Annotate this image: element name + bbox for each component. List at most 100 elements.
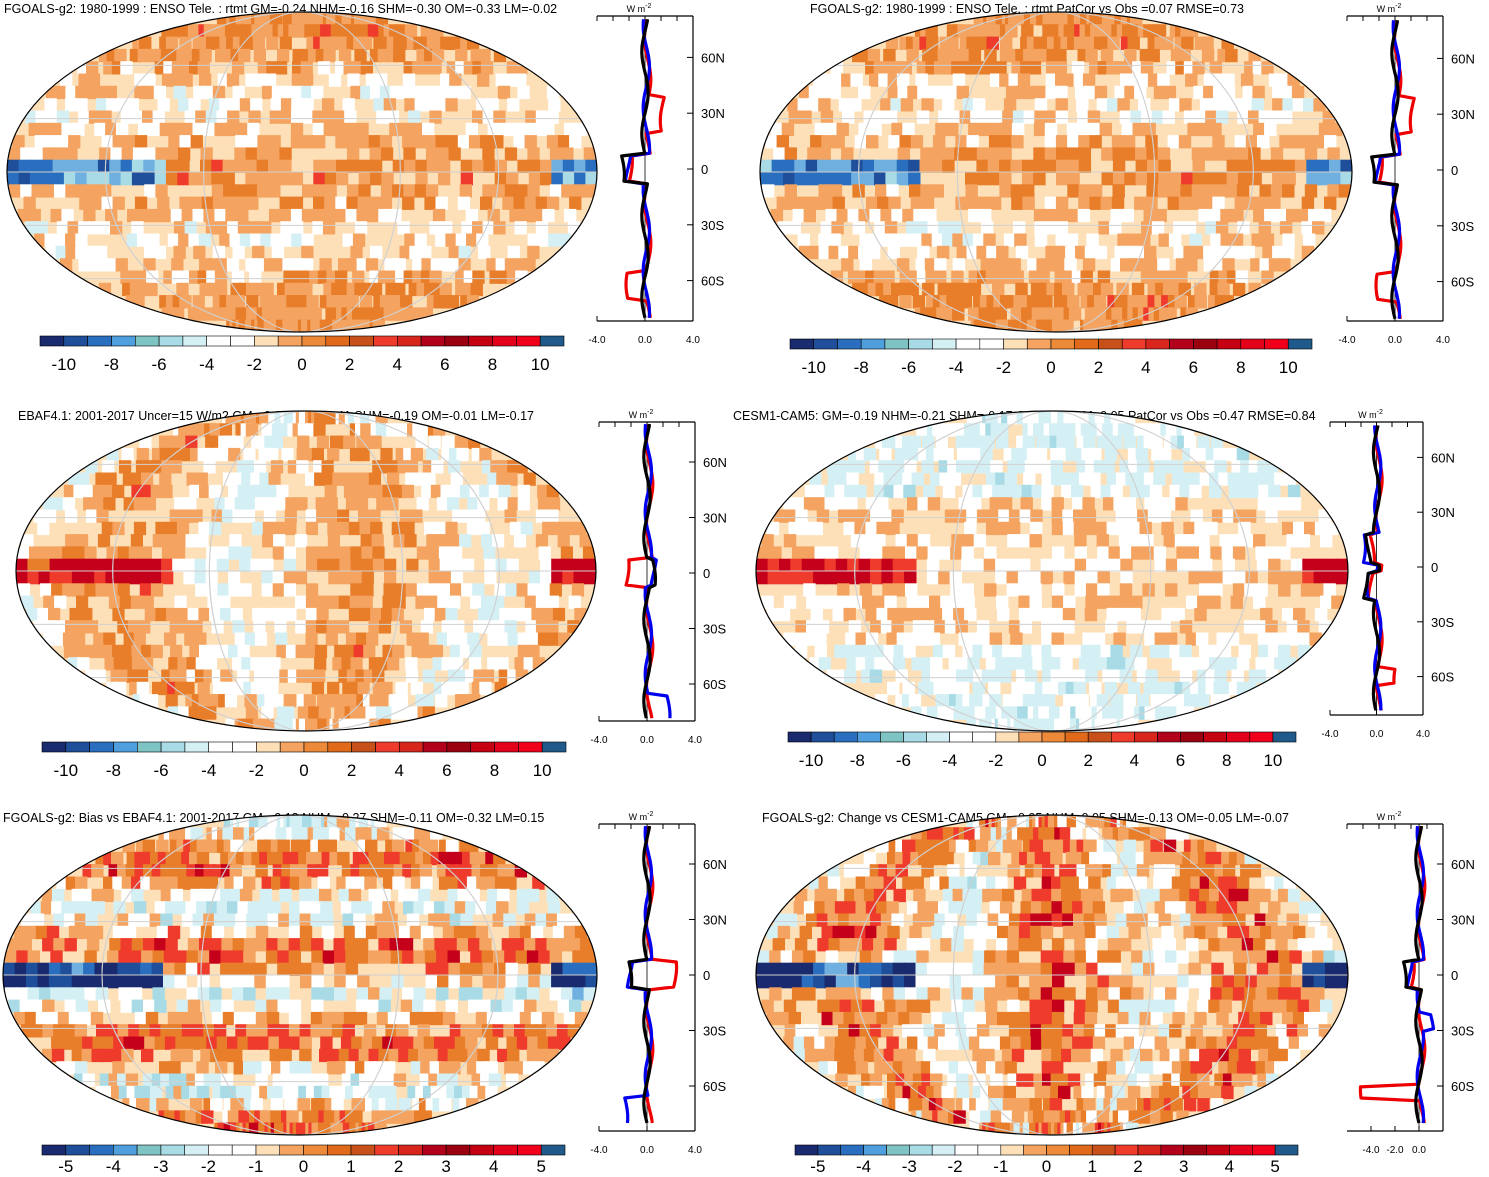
field-cell <box>1232 583 1246 597</box>
field-cell <box>870 571 883 585</box>
field-cell <box>21 1024 34 1038</box>
field-cell <box>24 925 38 940</box>
field-cell <box>1014 233 1027 247</box>
field-cell <box>1187 122 1200 137</box>
field-cell <box>252 521 265 536</box>
field-cell <box>976 509 990 523</box>
field-cell <box>8 938 21 952</box>
field-cell <box>229 534 242 548</box>
field-cell <box>261 1061 274 1075</box>
field-cell <box>450 644 463 659</box>
field-cell <box>1010 632 1023 646</box>
field-cell <box>972 558 985 572</box>
field-cell <box>585 159 597 173</box>
field-cell <box>216 110 229 124</box>
field-cell <box>311 962 324 976</box>
field-cell <box>452 509 465 523</box>
graticule-meridian <box>952 411 1152 731</box>
field-cell <box>818 184 831 198</box>
field-cell <box>535 595 548 609</box>
field-cell <box>316 620 329 634</box>
field-cell <box>71 888 85 903</box>
field-cell <box>1074 546 1087 560</box>
field-cell <box>130 534 143 548</box>
field-cell <box>308 706 321 720</box>
field-cell <box>184 110 197 124</box>
field-cell <box>1140 484 1153 499</box>
field-cell <box>776 135 789 149</box>
colorbar-box <box>541 741 567 753</box>
field-cell <box>976 245 989 260</box>
field-cell <box>1222 571 1235 585</box>
zonal-series-ocean <box>1361 425 1383 711</box>
field-cell <box>797 233 810 247</box>
field-cell <box>290 172 303 186</box>
field-cell <box>73 632 86 646</box>
field-cell <box>1164 632 1178 646</box>
field-cell <box>159 208 172 223</box>
field-cell <box>356 122 369 137</box>
field-cell <box>818 233 831 247</box>
field-cell <box>185 1036 198 1050</box>
field-cell <box>395 681 408 696</box>
field-cell <box>1083 435 1096 449</box>
field-cell <box>321 1011 335 1026</box>
field-cell <box>420 876 433 890</box>
field-cell <box>367 208 380 223</box>
field-cell <box>290 135 304 149</box>
field-cell <box>803 583 816 597</box>
field-cell <box>1268 571 1281 585</box>
field-cell <box>1264 208 1277 223</box>
field-cell <box>1211 509 1225 523</box>
field-cell <box>896 159 910 173</box>
field-cell <box>1255 583 1268 597</box>
field-cell <box>938 221 951 235</box>
field-cell <box>101 135 114 149</box>
colorbar-box <box>182 335 207 347</box>
field-cell <box>381 172 394 186</box>
field-cell <box>776 196 789 210</box>
field-cell <box>79 1011 93 1026</box>
field-cell <box>457 196 471 210</box>
field-cell <box>1060 657 1073 671</box>
field-cell <box>513 534 527 548</box>
field-cell <box>886 632 899 646</box>
field-cell <box>261 583 274 597</box>
field-cell <box>449 1024 463 1038</box>
field-cell <box>193 423 206 437</box>
field-cell <box>1238 644 1251 659</box>
field-cell <box>916 546 929 560</box>
field-cell <box>1100 644 1113 659</box>
field-cell <box>224 913 237 927</box>
field-cell <box>445 938 458 952</box>
field-cell <box>218 595 231 609</box>
colorbar-tick-label: 6 <box>440 355 449 374</box>
field-cell <box>214 270 228 284</box>
field-cell <box>83 571 96 585</box>
field-cell <box>121 644 134 659</box>
field-cell <box>26 962 39 976</box>
field-cell <box>324 172 337 186</box>
field-cell <box>537 484 550 499</box>
field-cell <box>277 950 290 964</box>
field-cell <box>380 447 393 462</box>
field-cell <box>154 159 167 173</box>
field-cell <box>988 147 1001 161</box>
field-cell <box>504 1061 517 1075</box>
field-cell <box>934 270 947 284</box>
zonal-x-label: 4.0 <box>1416 729 1430 740</box>
field-cell <box>891 208 904 223</box>
field-cell <box>1006 571 1019 585</box>
field-cell <box>91 888 104 903</box>
field-cell <box>141 1048 154 1063</box>
field-cell <box>1320 595 1333 609</box>
field-cell <box>1123 147 1137 161</box>
field-cell <box>274 61 288 75</box>
field-cell <box>85 509 99 523</box>
field-cell <box>334 706 347 720</box>
field-cell <box>361 546 374 560</box>
field-cell <box>121 147 134 161</box>
field-cell <box>65 85 78 100</box>
field-cell <box>1169 184 1182 198</box>
field-cell <box>117 913 130 927</box>
